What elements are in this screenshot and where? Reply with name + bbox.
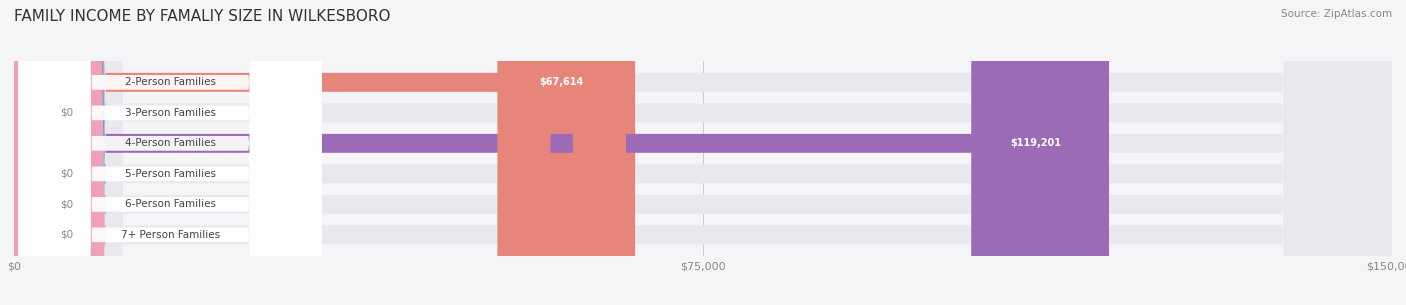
Text: $0: $0 [60,230,73,240]
FancyBboxPatch shape [0,0,105,305]
FancyBboxPatch shape [972,0,1099,305]
FancyBboxPatch shape [498,0,626,305]
FancyBboxPatch shape [0,0,105,305]
FancyBboxPatch shape [14,0,1392,305]
Text: $119,201: $119,201 [1010,138,1062,148]
Text: Source: ZipAtlas.com: Source: ZipAtlas.com [1281,9,1392,19]
FancyBboxPatch shape [14,0,1392,305]
FancyBboxPatch shape [14,0,636,305]
FancyBboxPatch shape [18,0,322,305]
Text: $0: $0 [60,108,73,118]
FancyBboxPatch shape [0,0,105,305]
FancyBboxPatch shape [18,0,322,305]
FancyBboxPatch shape [14,0,1392,305]
FancyBboxPatch shape [14,0,1392,305]
Text: FAMILY INCOME BY FAMALIY SIZE IN WILKESBORO: FAMILY INCOME BY FAMALIY SIZE IN WILKESB… [14,9,391,24]
Text: $67,614: $67,614 [540,77,583,87]
FancyBboxPatch shape [18,0,322,305]
FancyBboxPatch shape [14,0,1392,305]
FancyBboxPatch shape [18,0,322,305]
FancyBboxPatch shape [0,0,105,305]
Text: 7+ Person Families: 7+ Person Families [121,230,219,240]
FancyBboxPatch shape [18,0,322,305]
FancyBboxPatch shape [18,0,322,305]
FancyBboxPatch shape [14,0,1109,305]
Text: 5-Person Families: 5-Person Families [125,169,215,179]
Text: 6-Person Families: 6-Person Families [125,199,215,209]
Text: 2-Person Families: 2-Person Families [125,77,215,87]
Text: 3-Person Families: 3-Person Families [125,108,215,118]
Text: 4-Person Families: 4-Person Families [125,138,215,148]
Text: $0: $0 [60,169,73,179]
FancyBboxPatch shape [14,0,1392,305]
Text: $0: $0 [60,199,73,209]
